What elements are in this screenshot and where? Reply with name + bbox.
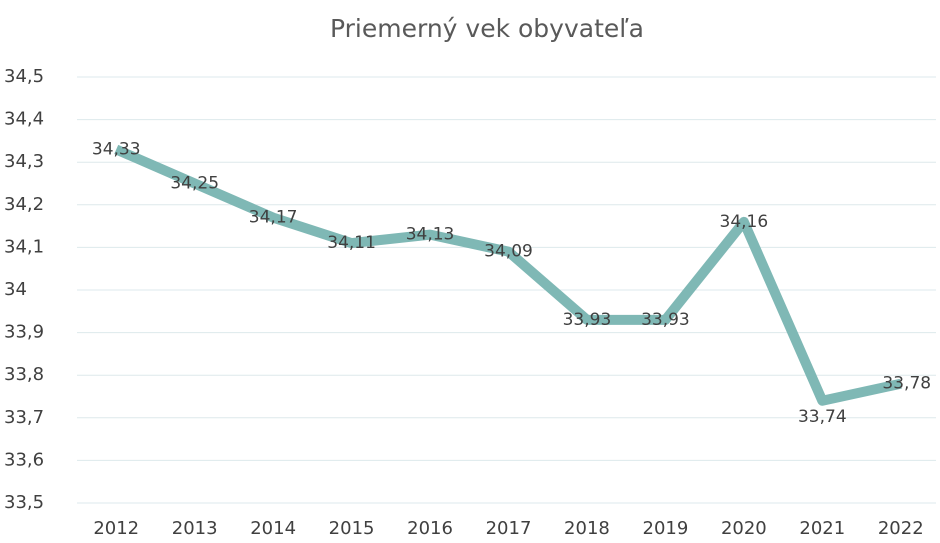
- y-tick-label: 33,9: [4, 322, 44, 343]
- y-tick-label: 34,3: [4, 151, 44, 172]
- x-tick-label: 2014: [250, 518, 296, 539]
- y-tick-label: 34,4: [4, 109, 44, 130]
- data-label: 33,93: [563, 310, 612, 330]
- data-label: 34,17: [249, 208, 298, 228]
- y-tick-label: 34,5: [4, 66, 44, 87]
- chart-title: Priemerný vek obyvateľa: [330, 14, 644, 43]
- y-tick-label: 33,7: [4, 407, 44, 428]
- x-tick-label: 2020: [721, 518, 767, 539]
- data-label: 33,93: [641, 310, 690, 330]
- x-tick-label: 2013: [172, 518, 218, 539]
- y-tick-label: 33,5: [4, 492, 44, 513]
- x-tick-label: 2019: [643, 518, 689, 539]
- x-tick-label: 2017: [486, 518, 532, 539]
- data-label: 34,13: [406, 225, 455, 245]
- x-tick-label: 2018: [564, 518, 610, 539]
- y-tick-label: 33,8: [4, 364, 44, 385]
- y-tick-label: 33,6: [4, 449, 44, 470]
- data-label: 34,11: [327, 233, 376, 253]
- x-tick-label: 2016: [407, 518, 453, 539]
- y-tick-label: 34,2: [4, 194, 44, 215]
- data-label: 33,74: [798, 407, 847, 427]
- x-tick-label: 2022: [878, 518, 924, 539]
- data-label: 33,78: [882, 374, 931, 394]
- y-tick-label: 34: [4, 279, 27, 300]
- x-tick-label: 2015: [329, 518, 375, 539]
- data-label: 34,25: [170, 174, 219, 194]
- x-tick-label: 2021: [799, 518, 845, 539]
- x-tick-label: 2012: [93, 518, 139, 539]
- data-label: 34,09: [484, 242, 533, 262]
- data-label: 34,16: [720, 212, 769, 232]
- data-label: 34,33: [92, 139, 141, 159]
- line: [114, 144, 902, 406]
- y-tick-label: 34,1: [4, 236, 44, 257]
